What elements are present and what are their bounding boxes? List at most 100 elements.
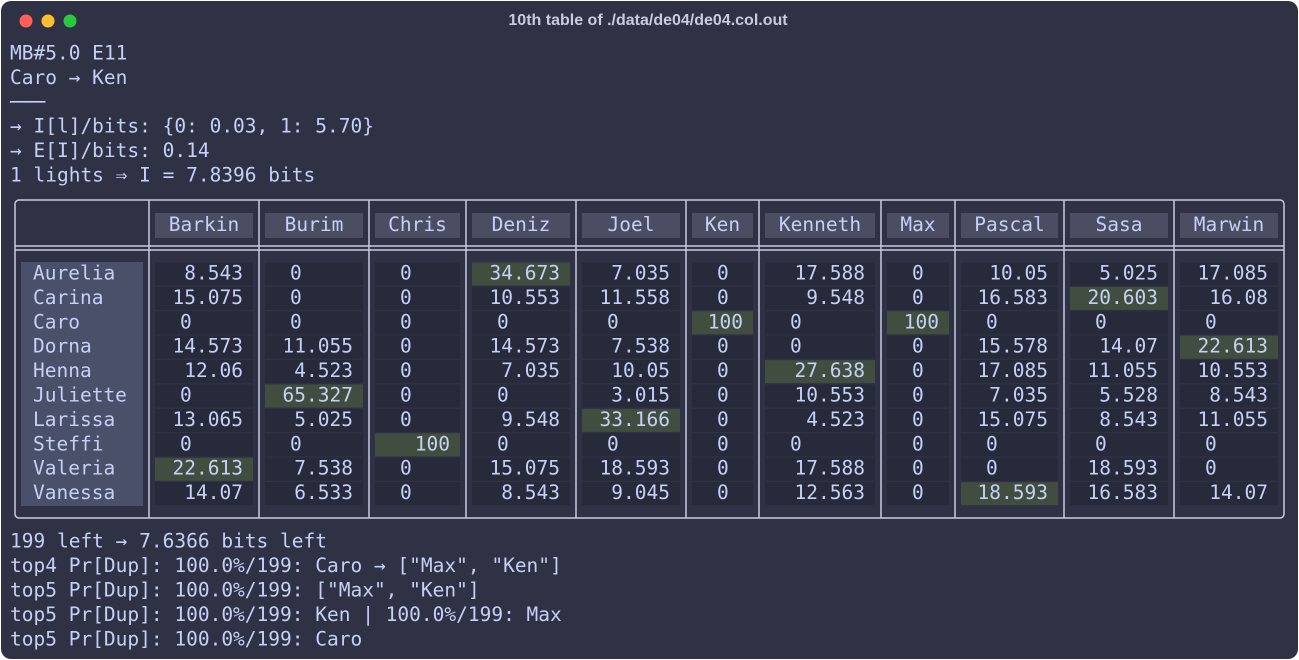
cell-value: 0: [400, 359, 412, 382]
cell-value: 11.055: [1198, 408, 1268, 431]
cell-value: 8.543: [1099, 408, 1158, 431]
output-line: 199 left → 7.6366 bits left: [10, 530, 327, 553]
cell-bg: [582, 286, 680, 310]
column-header: Joel: [608, 213, 655, 236]
cell-value: 0: [912, 481, 924, 504]
cell-bg: [472, 360, 570, 384]
column-header: Pascal: [974, 213, 1044, 236]
cell-bg: [472, 433, 570, 457]
cell-bg: [1180, 286, 1278, 310]
cell-bg: [887, 482, 949, 506]
cell-value: 5.528: [1099, 384, 1158, 407]
cell-bg: [265, 360, 363, 384]
cell-bg: [1180, 384, 1278, 408]
column-header: Kenneth: [779, 213, 861, 236]
cell-value: 0: [290, 432, 302, 455]
cell-bg: [765, 384, 875, 408]
cell-bg: [265, 335, 363, 359]
cell-bg: [887, 335, 949, 359]
cell-value: 0: [180, 310, 192, 333]
cell-bg: [1180, 433, 1278, 457]
header-cell-bg: [765, 213, 875, 238]
cell-value: 16.583: [978, 286, 1048, 309]
cell-value: 0: [1095, 310, 1107, 333]
cell-value: 0: [607, 432, 619, 455]
cell-bg: [692, 457, 753, 481]
cell-value: 0: [1205, 457, 1217, 480]
cell-bg: [765, 335, 875, 359]
cell-bg: [1070, 360, 1168, 384]
cell-bg: [887, 311, 949, 335]
cell-value: 18.593: [600, 457, 670, 480]
cell-bg: [692, 286, 753, 310]
cell-bg: [692, 360, 753, 384]
row-label: Larissa: [33, 408, 115, 431]
cell-value: 0: [912, 432, 924, 455]
cell-bg: [1070, 457, 1168, 481]
zoom-button[interactable]: [63, 14, 77, 28]
cell-bg: [1180, 408, 1278, 432]
cell-bg: [765, 286, 875, 310]
header-cell-bg: [887, 213, 949, 238]
cell-bg: [961, 433, 1058, 457]
cell-bg: [155, 457, 253, 481]
cell-value: 0: [912, 359, 924, 382]
cell-bg: [155, 335, 253, 359]
cell-bg: [1180, 262, 1278, 286]
header-cell-bg: [692, 213, 753, 238]
cell-value: 0: [400, 481, 412, 504]
cell-value: 10.553: [795, 384, 865, 407]
cell-value: 0: [717, 286, 729, 309]
cell-bg: [375, 433, 460, 457]
cell-value: 0: [986, 432, 998, 455]
cell-value: 22.613: [1198, 335, 1268, 358]
cell-value: 100: [708, 310, 743, 333]
cell-value: 14.07: [1209, 481, 1268, 504]
cell-bg: [887, 262, 949, 286]
row-label: Vanessa: [33, 481, 115, 504]
cell-bg: [961, 384, 1058, 408]
cell-bg: [887, 433, 949, 457]
cell-bg: [265, 408, 363, 432]
cell-value: 11.558: [600, 286, 670, 309]
cell-bg: [961, 408, 1058, 432]
cell-bg: [472, 286, 570, 310]
cell-value: 0: [790, 432, 802, 455]
cell-bg: [155, 360, 253, 384]
cell-bg: [765, 482, 875, 506]
cell-value: 8.543: [184, 262, 243, 285]
output-line: Caro → Ken: [10, 66, 127, 89]
cell-bg: [1180, 360, 1278, 384]
cell-bg: [887, 360, 949, 384]
minimize-button[interactable]: [41, 14, 55, 28]
cell-value: 14.07: [1099, 335, 1158, 358]
cell-bg: [155, 311, 253, 335]
cell-bg: [582, 457, 680, 481]
cell-bg: [1180, 482, 1278, 506]
cell-bg: [265, 262, 363, 286]
cell-value: 9.548: [806, 286, 865, 309]
column-header: Ken: [705, 213, 740, 236]
cell-value: 0: [912, 286, 924, 309]
cell-value: 11.055: [283, 335, 353, 358]
cell-bg: [582, 335, 680, 359]
cell-bg: [1070, 408, 1168, 432]
output-line: → E[I]/bits: 0.14: [10, 139, 210, 162]
cell-value: 9.045: [611, 481, 670, 504]
cell-value: 0: [400, 408, 412, 431]
cell-value: 0: [290, 262, 302, 285]
close-button[interactable]: [19, 14, 33, 28]
cell-bg: [155, 286, 253, 310]
cell-bg: [692, 482, 753, 506]
column-header: Chris: [388, 213, 447, 236]
row-label: Juliette: [33, 384, 127, 407]
cell-value: 100: [415, 432, 450, 455]
cell-value: 3.015: [611, 384, 670, 407]
cell-bg: [375, 408, 460, 432]
cell-value: 0: [290, 286, 302, 309]
cell-value: 13.065: [173, 408, 243, 431]
cell-value: 7.538: [611, 335, 670, 358]
cell-value: 18.593: [1088, 457, 1158, 480]
cell-value: 0: [400, 262, 412, 285]
cell-value: 0: [912, 408, 924, 431]
